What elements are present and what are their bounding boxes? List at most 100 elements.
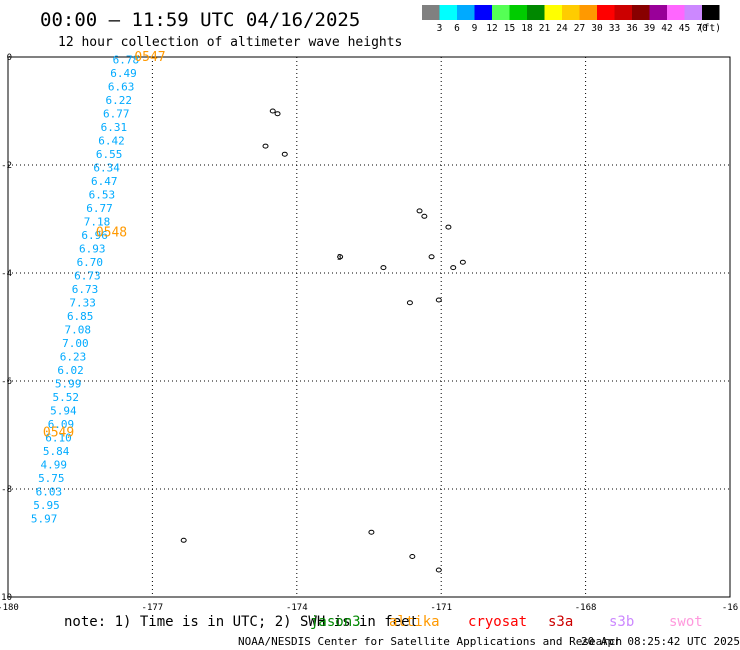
island-outline [180,537,187,543]
legend-label: 12 [486,23,497,34]
track-time-label: 0549 [43,425,74,440]
island-outline [269,108,276,114]
legend-swatch [439,5,457,20]
map-gridlines [8,57,730,597]
island-outline [450,265,457,271]
legend-label: 9 [472,23,478,34]
legend-jason3: jason3 [310,614,361,630]
footer-credit: NOAA/NESDIS Center for Satellite Applica… [238,635,622,648]
map-title: 00:00 – 11:59 UTC 04/16/2025 [40,9,360,31]
wave-height-value: 6.42 [98,135,125,148]
wave-height-value: 5.95 [33,499,60,512]
x-tick-label: -171 [430,603,452,613]
wave-height-value: 7.08 [65,324,92,337]
y-tick-label: 0 [7,53,12,63]
wave-height-value: 6.73 [74,270,101,283]
altimeter-track: 6.786.496.636.226.776.316.426.556.346.47… [31,54,139,526]
legend-swot: swot [669,614,703,630]
wave-height-value: 6.77 [86,202,113,215]
wave-height-value: 5.84 [43,445,70,458]
wave-height-value: 6.09 [48,418,75,431]
wave-height-value: 5.52 [53,391,80,404]
wave-height-value: 7.00 [62,337,89,350]
legend-label: 15 [504,23,515,34]
legend-swatch [422,5,440,20]
track-time-labels: 0547 0548 0549 [43,50,166,440]
island-label: 3 [337,253,342,262]
island-outline [368,529,375,535]
legend-label: 42 [661,23,672,34]
wave-height-value: 6.55 [96,148,123,161]
island-outline [416,208,423,214]
legend-altika: altika [389,614,440,630]
legend-swatch [509,5,527,20]
legend-label: 18 [521,23,533,34]
legend-label: 33 [609,23,620,34]
wave-height-value: 6.85 [67,310,94,323]
island-outline [262,143,269,149]
x-tick-label: -180 [0,603,19,613]
legend-swatch [474,5,492,20]
footer-note: note: 1) Time is in UTC; 2) SWH is in fe… [64,614,418,630]
y-tick-label: -2 [1,161,12,171]
island-outline [406,300,413,306]
wave-height-value: 6.53 [89,189,116,202]
x-tick-label: -16 [722,603,738,613]
wave-height-value: 6.03 [36,486,63,499]
legend-swatch [649,5,667,20]
y-tick-label: -10 [0,593,12,603]
legend-cryosat: cryosat [468,614,527,630]
island-outline [435,297,442,303]
wave-height-value: 6.02 [57,364,84,377]
legend-swatch [614,5,632,20]
track-time-label: 0548 [96,226,127,241]
y-tick-label: -8 [1,485,12,495]
footer-timestamp: 20 Apr 08:25:42 UTC 2025 [581,635,740,648]
y-tick-label: -4 [1,269,12,279]
wave-height-value: 5.75 [38,472,65,485]
axis-tick-labels: -180 -177 -174 -171 -168 -16 0 -2 -4 -6 -8 -10 [0,53,738,613]
wave-height-value: 6.10 [45,432,72,445]
map-frame [7,56,731,598]
x-tick-label: -174 [286,603,308,613]
legend-label: 27 [574,23,585,34]
legend-swatch [667,5,685,20]
island-outline [445,224,452,230]
wave-height-color-legend: 3 6 9 12 15 18 21 24 27 30 33 36 39 42 45 70(ft) [422,5,721,34]
island-outline [380,265,387,271]
wave-height-value: 6.77 [103,108,130,121]
wave-height-value: 6.96 [81,229,108,242]
map-subtitle: 12 hour collection of altimeter wave hei… [58,35,402,50]
island-outline [459,259,466,265]
wave-height-value: 6.23 [60,351,87,364]
wave-height-value: 6.31 [101,121,128,134]
x-tick-label: -177 [142,603,164,613]
wave-height-value: 6.73 [72,283,99,296]
legend-label: (ft) [698,23,721,34]
wave-height-value: 7.33 [69,297,96,310]
legend-swatch [457,5,475,20]
legend-swatch [527,5,545,20]
legend-swatch [562,5,580,20]
legend-swatch [702,5,720,20]
wave-height-value: 4.99 [40,459,67,472]
island-outlines: 3 [180,108,466,573]
island-outline [281,151,288,157]
island-outline [421,213,428,219]
island-outline [435,567,442,573]
wave-height-value: 5.99 [55,378,82,391]
legend-label: 3 [437,23,443,34]
island-outline [428,254,435,260]
legend-swatch [597,5,615,20]
island-outline [409,554,416,559]
wave-height-value: 6.22 [105,94,132,107]
track-time-label: 0547 [134,50,165,65]
wave-height-value: 6.34 [93,162,120,175]
y-tick-label: -6 [1,377,12,387]
legend-swatch [544,5,562,20]
wave-height-value: 6.63 [108,81,135,94]
wave-height-value: 5.94 [50,405,77,418]
legend-s3b: s3b [609,614,634,630]
legend-label: 6 [454,23,460,34]
